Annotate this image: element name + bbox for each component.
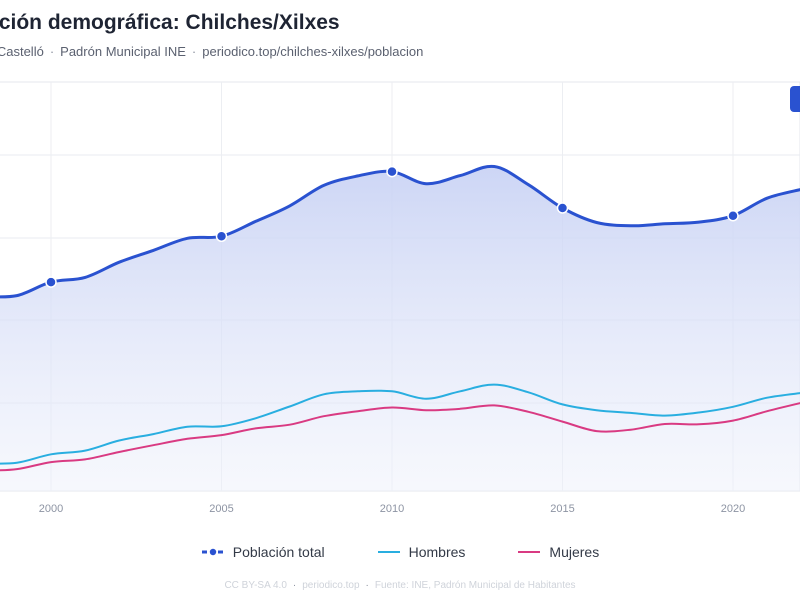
legend-label: Mujeres [549,544,600,560]
legend-swatch-line-icon [518,551,541,553]
x-tick-label: 2020 [721,503,745,515]
legend-label: Hombres [408,544,466,560]
legend-label: Población total [232,544,325,560]
footer-separator: · [365,580,369,591]
series-marker-point [727,209,739,222]
subtitle-location: n/Castelló [0,44,44,59]
chart-legend: Población total Hombres Mujeres [0,544,800,560]
chart-footer: CC BY-SA 4.0 · periodico.top · Fuente: INE, … [0,580,800,591]
series-line-2 [0,402,800,472]
series-area-0 [0,166,800,491]
footer-separator: · [292,580,297,591]
series-marker-point [386,165,398,178]
series-marker-point [215,230,228,243]
legend-swatch-dashed-dot-icon [201,548,224,556]
legend-item-hombres[interactable]: Hombres [377,544,466,560]
x-tick-label: 2015 [550,503,574,515]
area-layer [0,166,800,491]
x-tick-label: 2005 [209,503,233,515]
series-markers [45,165,739,288]
footer-source: Fuente: INE, Padrón Municipal de Habitan… [374,580,576,591]
series-line-1 [0,383,800,465]
x-tick-label: 2010 [380,503,404,515]
x-axis-ticks: 2000 2005 2010 2015 2020 [39,503,745,515]
chart-title: ución demográfica: Chilches/Xilxes [0,11,340,34]
series-marker-point [556,202,569,214]
footer-site: periodico.top [302,580,360,591]
series-marker-point [45,276,57,288]
subtitle-separator: · [191,44,197,59]
toolbar-button[interactable] [790,86,800,112]
x-tick-label: 2000 [39,503,63,515]
legend-item-poblacion-total[interactable]: Población total [201,544,325,560]
legend-item-mujeres[interactable]: Mujeres [517,544,599,560]
subtitle-link[interactable]: periodico.top/chilches-xilxes/poblacion [202,44,424,59]
legend-swatch-line-icon [377,551,400,553]
chart-subtitle: n/Castelló · Padrón Municipal INE · periodic… [0,44,423,59]
subtitle-separator: · [49,44,55,59]
subtitle-source: Padrón Municipal INE [60,44,186,59]
footer-license: CC BY-SA 4.0 [224,580,287,591]
